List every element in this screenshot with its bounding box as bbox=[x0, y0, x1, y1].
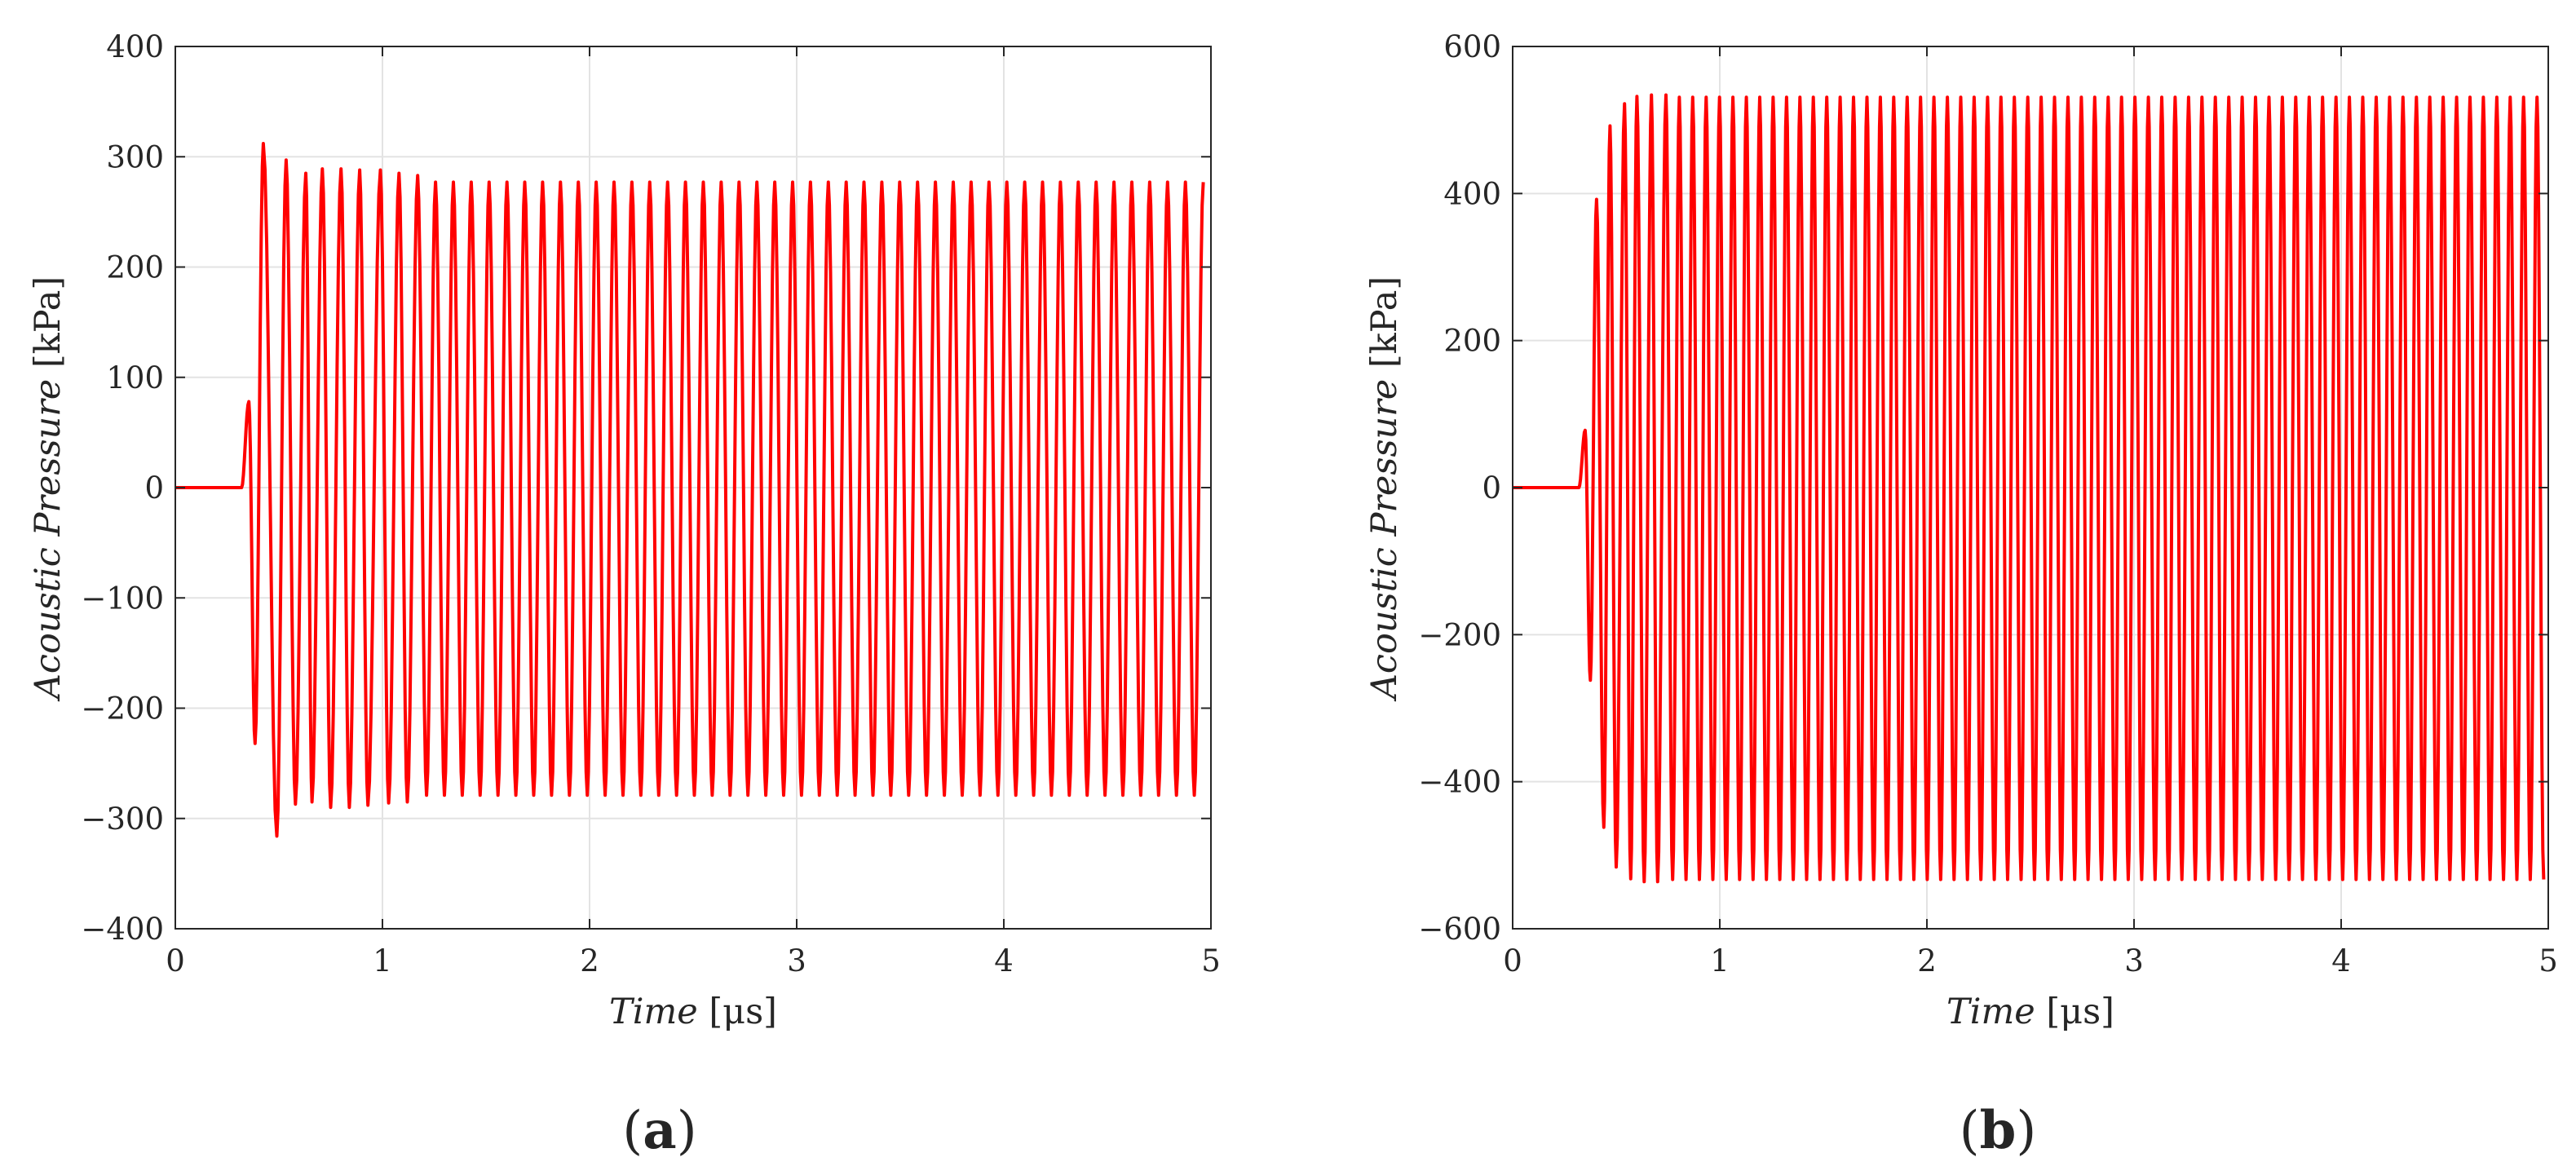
y-tick-label-a-2: −200 bbox=[81, 691, 164, 727]
series-line-a bbox=[175, 142, 1205, 838]
x-tick-label-b-1: 1 bbox=[1710, 943, 1730, 978]
x-tick-label-a-5: 5 bbox=[1201, 943, 1221, 978]
x-tick-label-b-0: 0 bbox=[1503, 943, 1522, 978]
y-axis-label-a: Acoustic Pressure [kPa] bbox=[28, 276, 68, 702]
caption-b: (b) bbox=[1960, 1100, 2037, 1161]
y-tick-label-b-3: 0 bbox=[1482, 470, 1501, 506]
x-axis-unit-a: [μs] bbox=[709, 992, 777, 1032]
x-axis-name-b: Time bbox=[1946, 992, 2035, 1032]
chart-panel-b: 0 1 2 3 4 5 −600 −400 −200 0 200 400 600 Time [μs] A… bbox=[1364, 29, 2558, 1161]
y-tick-label-a-0: −400 bbox=[81, 912, 164, 947]
x-axis-label-a: Time [μs] bbox=[609, 992, 777, 1032]
x-axis-label-b: Time [μs] bbox=[1946, 992, 2114, 1032]
y-tick-label-a-8: 400 bbox=[106, 29, 164, 64]
x-tick-label-a-0: 0 bbox=[166, 943, 185, 978]
y-tick-label-b-0: −600 bbox=[1418, 912, 1501, 947]
x-tick-label-a-1: 1 bbox=[373, 943, 392, 978]
y-axis-label-b: Acoustic Pressure [kPa] bbox=[1364, 276, 1405, 702]
chart-panel-a: 0 1 2 3 4 5 −400 −300 −200 −100 0 100 200 300 400 Time… bbox=[28, 29, 1221, 1161]
y-axis-unit-b: [kPa] bbox=[1364, 276, 1405, 368]
ticks-a: 0 1 2 3 4 5 −400 −300 −200 −100 0 100 200 300 400 bbox=[81, 29, 1220, 978]
x-axis-name-a: Time bbox=[609, 992, 698, 1032]
x-tick-label-a-3: 3 bbox=[787, 943, 806, 978]
y-tick-label-a-5: 100 bbox=[106, 360, 164, 395]
ticks-b: 0 1 2 3 4 5 −600 −400 −200 0 200 400 600 bbox=[1418, 29, 2557, 978]
x-axis-unit-b: [μs] bbox=[2046, 992, 2114, 1032]
caption-letter-a: a bbox=[643, 1100, 676, 1161]
y-tick-label-a-3: −100 bbox=[81, 581, 164, 616]
y-tick-label-b-4: 200 bbox=[1443, 324, 1501, 359]
x-tick-label-b-2: 2 bbox=[1917, 943, 1937, 978]
x-tick-label-a-4: 4 bbox=[994, 943, 1014, 978]
y-axis-name-a: Acoustic Pressure bbox=[28, 379, 68, 702]
y-tick-label-a-1: −300 bbox=[81, 802, 164, 837]
x-tick-label-b-4: 4 bbox=[2331, 943, 2351, 978]
caption-letter-b: b bbox=[1980, 1100, 2017, 1161]
y-tick-label-a-6: 200 bbox=[106, 250, 164, 285]
y-tick-label-b-5: 400 bbox=[1443, 176, 1501, 211]
x-tick-label-a-2: 2 bbox=[580, 943, 599, 978]
series-line-b bbox=[1513, 93, 2546, 884]
x-tick-label-b-5: 5 bbox=[2538, 943, 2558, 978]
caption-a: (a) bbox=[622, 1100, 696, 1161]
x-tick-label-b-3: 3 bbox=[2124, 943, 2144, 978]
y-tick-label-b-6: 600 bbox=[1443, 29, 1501, 64]
y-tick-label-b-1: −400 bbox=[1418, 765, 1501, 800]
y-tick-label-b-2: −200 bbox=[1418, 617, 1501, 652]
y-axis-name-b: Acoustic Pressure bbox=[1364, 379, 1405, 702]
y-tick-label-a-4: 0 bbox=[144, 470, 164, 506]
y-tick-label-a-7: 300 bbox=[106, 139, 164, 174]
y-axis-unit-a: [kPa] bbox=[28, 276, 68, 368]
